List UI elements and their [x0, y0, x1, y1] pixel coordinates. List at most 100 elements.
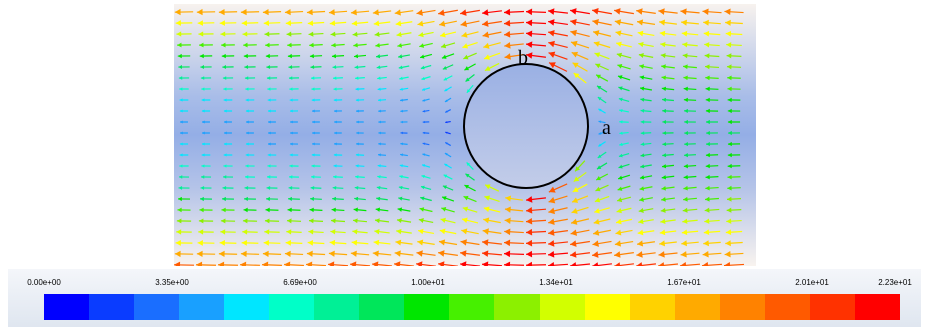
velocity-vector-arrowhead [241, 20, 248, 26]
velocity-vector-arrowhead [334, 142, 337, 146]
velocity-vector-arrowhead [242, 31, 248, 37]
velocity-vector-arrowhead [483, 42, 490, 49]
velocity-vector-arrowhead [311, 87, 315, 91]
velocity-vector-arrowhead [682, 207, 688, 213]
velocity-vector-arrowhead [306, 250, 313, 257]
velocity-vector-arrowhead [461, 31, 468, 38]
velocity-vector-arrowhead [218, 8, 225, 16]
velocity-vector-arrowhead [262, 250, 269, 257]
velocity-vector-arrowhead [595, 186, 601, 192]
velocity-vector-arrowhead [526, 8, 533, 16]
velocity-vector-arrowhead [598, 143, 602, 147]
velocity-vector-arrowhead [482, 261, 489, 266]
colorbar-swatch [269, 294, 315, 320]
velocity-vector-arrowhead [353, 218, 358, 224]
velocity-vector-arrowhead [197, 240, 203, 246]
velocity-vector-arrowhead [376, 54, 381, 59]
velocity-vector-arrowhead [658, 251, 665, 258]
velocity-vector-arrowhead [178, 196, 182, 202]
velocity-vector-arrowhead [198, 31, 204, 37]
colorbar-swatch [314, 294, 360, 320]
colorbar-swatch [44, 294, 90, 320]
velocity-vector-arrowhead [265, 207, 270, 213]
velocity-vector-arrowhead [268, 142, 271, 146]
velocity-vector-arrowhead [245, 175, 249, 179]
velocity-vector-arrowhead [422, 142, 426, 146]
velocity-vector-arrowhead [244, 76, 249, 80]
velocity-vector-arrowhead [220, 218, 226, 224]
velocity-vector-arrowhead [377, 76, 381, 80]
velocity-vector-arrowhead [267, 153, 271, 157]
velocity-vector-arrowhead [420, 185, 425, 190]
velocity-vector-arrowhead [638, 218, 644, 225]
velocity-vector-arrowhead [178, 175, 183, 179]
velocity-vector-arrowhead [422, 120, 426, 124]
velocity-vector-arrowhead [637, 19, 644, 26]
velocity-vector-arrowhead [442, 196, 447, 201]
velocity-vectors [174, 8, 745, 266]
velocity-vector-arrowhead [485, 184, 491, 190]
velocity-vector-arrowhead [355, 98, 359, 102]
velocity-vector-arrowhead [617, 197, 623, 203]
velocity-vector-arrowhead [619, 120, 623, 124]
velocity-vector-arrowhead [548, 51, 556, 58]
velocity-vector-arrowhead [504, 250, 511, 258]
velocity-vector-arrowhead [354, 185, 359, 190]
velocity-vector-arrowhead [355, 164, 359, 168]
velocity-vector-arrowhead [618, 97, 623, 102]
velocity-vector-arrowhead [548, 186, 556, 193]
velocity-vector-arrowhead [684, 119, 688, 125]
velocity-vector-arrowhead [462, 43, 469, 49]
velocity-vector-arrowhead [463, 54, 469, 60]
velocity-vector-arrowhead [445, 131, 448, 134]
velocity-vector-arrowhead [504, 261, 511, 266]
velocity-vector-arrowhead [420, 54, 425, 59]
velocity-vector-arrowhead [306, 261, 313, 266]
velocity-vector-arrowhead [598, 108, 602, 112]
velocity-vector-arrowhead [682, 42, 688, 48]
velocity-vector-arrowhead [372, 261, 379, 266]
velocity-vector-arrowhead [505, 195, 512, 202]
velocity-vector-arrowhead [637, 229, 644, 236]
velocity-vector-arrowhead [440, 32, 446, 38]
velocity-vector-arrowhead [548, 40, 555, 48]
velocity-vector-arrowhead [703, 30, 710, 37]
velocity-vector-arrowhead [310, 196, 315, 201]
velocity-vector-arrowhead [265, 42, 270, 48]
velocity-vector-arrowhead [286, 218, 292, 224]
velocity-vector-arrowhead [526, 250, 533, 258]
velocity-vector-arrowhead [333, 98, 337, 102]
velocity-vector-arrowhead [640, 120, 645, 124]
velocity-vector-arrowhead [705, 152, 710, 158]
velocity-vector-arrowhead [724, 8, 731, 16]
velocity-vector-arrowhead [200, 76, 205, 80]
velocity-vector-arrowhead [200, 175, 205, 179]
velocity-vector-arrowhead [570, 18, 577, 26]
velocity-vector-arrowhead [376, 65, 381, 70]
velocity-vector-arrowhead [504, 206, 511, 213]
velocity-vector-arrowhead [243, 42, 248, 48]
velocity-vector-arrowhead [177, 207, 182, 213]
velocity-vector-arrowhead [219, 240, 225, 246]
velocity-vector-arrowhead [196, 261, 203, 266]
velocity-vector-arrowhead [311, 164, 315, 168]
velocity-vector-arrowhead [198, 229, 204, 235]
velocity-vector-arrowhead [661, 86, 667, 91]
velocity-vector-arrowhead [201, 98, 205, 102]
velocity-vector-arrowhead [526, 196, 533, 203]
velocity-vector-arrowhead [640, 142, 645, 147]
velocity-vector-arrowhead [334, 131, 337, 135]
velocity-vector-arrowhead [176, 229, 182, 235]
velocity-vector-arrowhead [659, 240, 666, 247]
velocity-vector-arrowhead [597, 97, 602, 101]
velocity-vector-arrowhead [176, 31, 182, 37]
velocity-vector-arrowhead [268, 131, 271, 135]
velocity-vector-arrowhead [727, 75, 732, 81]
velocity-vector-arrowhead [200, 65, 205, 70]
velocity-vector-arrowhead [593, 41, 600, 47]
velocity-vector-arrowhead [683, 196, 688, 202]
velocity-vector-arrowhead [705, 86, 710, 92]
velocity-vector-arrowhead [285, 20, 292, 26]
velocity-vector-arrowhead [658, 8, 665, 15]
velocity-vector-arrowhead [727, 152, 732, 158]
